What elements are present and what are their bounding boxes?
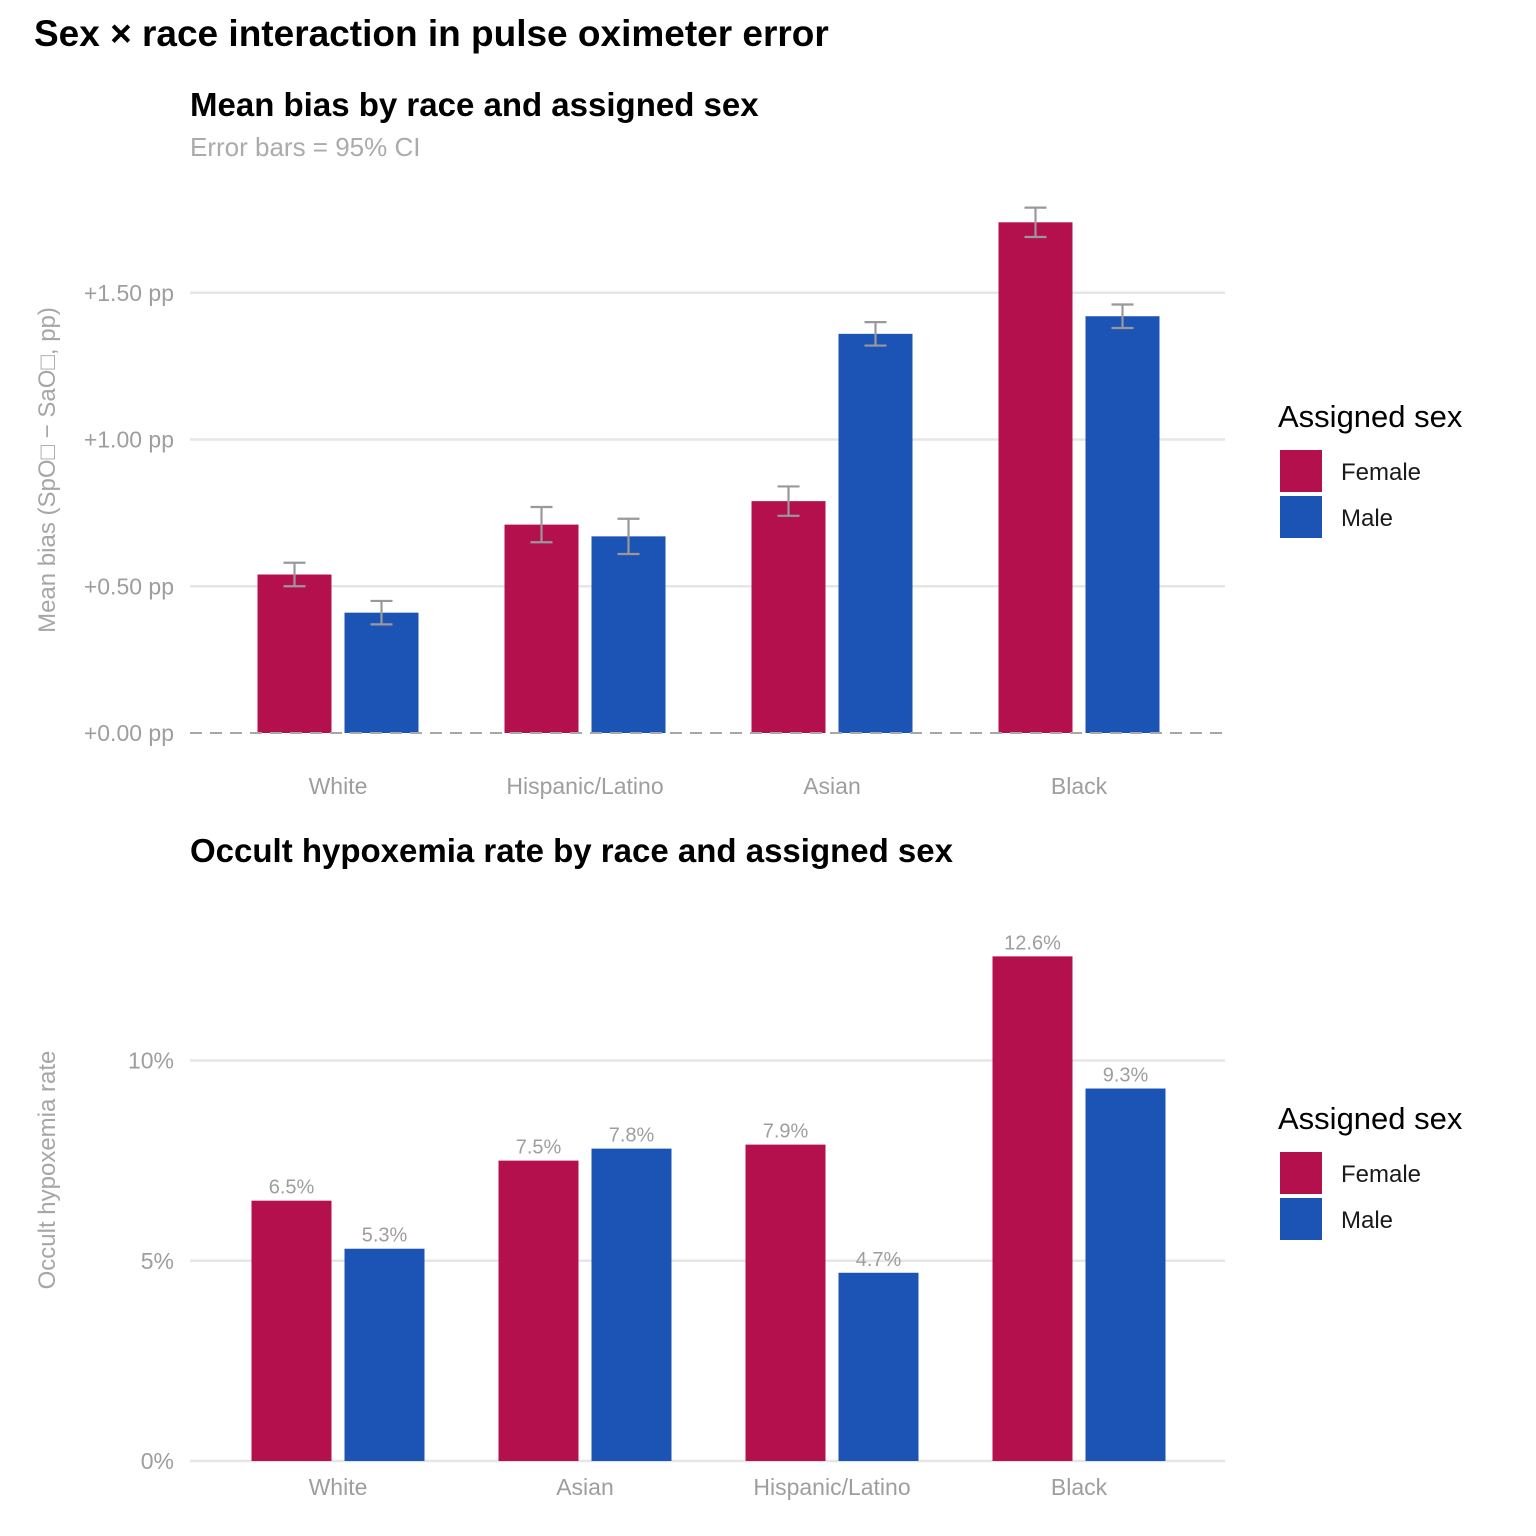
error-bar — [777, 485, 800, 517]
bar-female-hispanic-latino — [745, 1144, 826, 1461]
error-bar — [283, 561, 306, 588]
bar-female-asian — [751, 501, 826, 733]
bar-female-asian — [498, 1160, 579, 1461]
error-bar — [864, 321, 887, 347]
bar-male-asian — [591, 1148, 672, 1461]
panel-2-x-tick-labels: White Asian Hispanic/Latino Black — [309, 1474, 1108, 1500]
panel-2-y-axis-title: Occult hypoxemia rate — [34, 1051, 61, 1290]
panel-2-legend-label-male: Male — [1341, 1207, 1393, 1234]
bar-male-hispanic-latino — [591, 536, 666, 733]
panel-1-y-tick-labels: +0.00 pp +0.50 pp +1.00 pp +1.50 pp — [84, 280, 174, 746]
data-label: 7.8% — [609, 1125, 655, 1147]
panel-1-legend-title: Assigned sex — [1278, 399, 1463, 434]
panel-1-bars — [257, 222, 1160, 733]
bar-female-black — [992, 956, 1073, 1461]
y-tick-label: +1.00 pp — [84, 427, 174, 453]
x-tick-label: Hispanic/Latino — [506, 773, 663, 799]
y-tick-label: 0% — [141, 1448, 174, 1474]
bar-female-black — [998, 222, 1073, 733]
bar-female-white — [251, 1200, 332, 1461]
panel-2-legend-title: Assigned sex — [1278, 1101, 1463, 1136]
panel-2-legend: Assigned sex Female Male — [1278, 1101, 1463, 1240]
x-tick-label: White — [309, 773, 368, 799]
data-label: 6.5% — [269, 1177, 315, 1199]
x-tick-label: Asian — [556, 1474, 614, 1500]
panel-2-title: Occult hypoxemia rate by race and assign… — [190, 832, 954, 869]
error-bar — [370, 599, 393, 626]
panel-2-bars — [251, 956, 1166, 1461]
bar-male-hispanic-latino — [838, 1272, 919, 1461]
panel-1-legend-swatch-female — [1280, 450, 1322, 492]
data-label: 5.3% — [362, 1225, 408, 1247]
panel-mean-bias: Mean bias by race and assigned sex Error… — [34, 86, 1463, 799]
y-tick-label: +1.50 pp — [84, 280, 174, 306]
panel-1-x-tick-labels: White Hispanic/Latino Asian Black — [309, 773, 1108, 799]
panel-1-legend-label-male: Male — [1341, 505, 1393, 532]
data-label: 12.6% — [1004, 932, 1061, 954]
panel-2-legend-label-female: Female — [1341, 1161, 1421, 1188]
bar-male-asian — [838, 333, 913, 733]
error-bar — [1024, 206, 1047, 239]
bar-female-hispanic-latino — [504, 524, 579, 733]
x-tick-label: Black — [1051, 773, 1108, 799]
x-tick-label: Black — [1051, 1474, 1108, 1500]
y-tick-label: 5% — [141, 1248, 174, 1274]
figure-title: Sex × race interaction in pulse oximeter… — [34, 13, 829, 54]
y-tick-label: +0.00 pp — [84, 720, 174, 746]
panel-1-legend-swatch-male — [1280, 496, 1322, 538]
bar-male-black — [1085, 316, 1160, 733]
bar-male-white — [344, 1248, 425, 1461]
panel-1-y-axis-title: Mean bias (SpO□ − SaO□, pp) — [34, 307, 61, 633]
panel-occult-hypoxemia: Occult hypoxemia rate by race and assign… — [34, 832, 1463, 1500]
data-label: 9.3% — [1103, 1065, 1149, 1087]
bar-male-black — [1085, 1088, 1166, 1461]
y-tick-label: +0.50 pp — [84, 573, 174, 599]
panel-2-y-tick-labels: 0% 5% 10% — [128, 1048, 174, 1475]
x-tick-label: Hispanic/Latino — [753, 1474, 910, 1500]
panel-1-error-bars — [283, 206, 1134, 626]
x-tick-label: Asian — [803, 773, 861, 799]
bar-female-white — [257, 574, 332, 733]
panel-1-title: Mean bias by race and assigned sex — [190, 86, 759, 123]
panel-1-legend-label-female: Female — [1341, 459, 1421, 486]
data-label: 7.9% — [763, 1121, 809, 1143]
panel-2-legend-swatch-female — [1280, 1152, 1322, 1194]
panel-1-subtitle: Error bars = 95% CI — [190, 132, 420, 162]
error-bar — [617, 517, 640, 556]
error-bar — [530, 505, 553, 544]
y-tick-label: 10% — [128, 1048, 174, 1074]
data-label: 4.7% — [856, 1249, 902, 1271]
panel-2-legend-swatch-male — [1280, 1198, 1322, 1240]
error-bar — [1111, 303, 1134, 330]
panel-2-data-labels: 6.5% 5.3% 7.5% 7.8% 7.9% 4.7% 12.6% 9.3% — [269, 932, 1149, 1270]
x-tick-label: White — [309, 1474, 368, 1500]
panel-1-legend: Assigned sex Female Male — [1278, 399, 1463, 538]
data-label: 7.5% — [516, 1137, 562, 1159]
bar-male-white — [344, 612, 419, 733]
